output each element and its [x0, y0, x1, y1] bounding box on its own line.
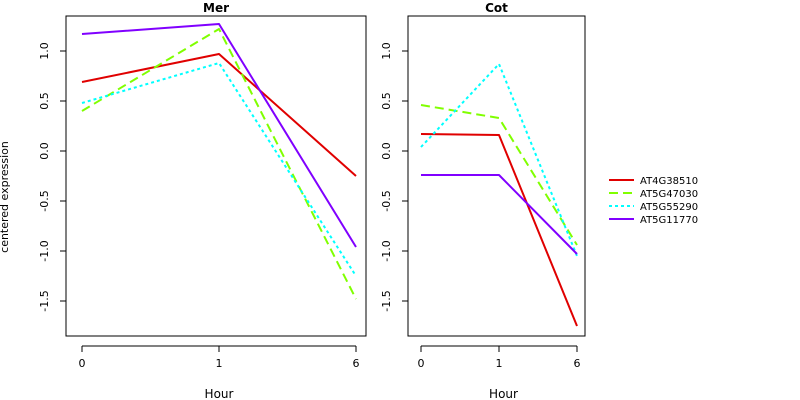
y-tick-label: 0.0 [380, 142, 393, 160]
x-tick-label: 0 [79, 357, 86, 370]
y-tick-label: 0.5 [380, 92, 393, 110]
series-line-at4g38510 [81, 53, 357, 177]
x-tick-label: 0 [418, 357, 425, 370]
y-tick-label: 0.0 [38, 142, 51, 160]
series-line-at5g55290 [420, 63, 578, 257]
x-tick-label: 6 [353, 357, 360, 370]
series-line-at5g11770 [421, 174, 578, 255]
x-axis-title: Hour [489, 387, 518, 400]
legend: AT4G38510 AT5G47030 AT5G55290 AT5G11770 [609, 176, 698, 226]
y-tick-label: -0.5 [380, 190, 393, 211]
x-tick-label: 1 [216, 357, 223, 370]
y-tick-label: 1.0 [380, 42, 393, 60]
y-tick-label: 1.0 [38, 42, 51, 60]
y-axis-title: centered expression [0, 141, 11, 253]
series-line-at4g38510 [420, 133, 578, 327]
panel-cot: Cot 1.0 0.5 0.0 -0.5 -1.0 -1.5 0 1 6 Hour [380, 1, 586, 400]
plot-frame [407, 15, 586, 337]
panel-mer: Mer 1.0 0.5 0.0 -0.5 -1.0 -1.5 0 1 6 Hour [38, 1, 367, 400]
panel-title: Mer [203, 1, 229, 15]
series-line-at5g55290 [81, 62, 357, 277]
series-line-at5g11770 [81, 23, 357, 248]
legend-label: AT5G55290 [640, 202, 698, 213]
legend-label: AT4G38510 [640, 176, 698, 187]
plot-frame [65, 15, 367, 337]
x-axis-title: Hour [205, 387, 234, 400]
y-tick-label: 0.5 [38, 92, 51, 110]
x-tick-label: 6 [574, 357, 581, 370]
series-line-at5g47030 [81, 28, 357, 300]
y-tick-label: -1.5 [380, 290, 393, 311]
y-tick-label: -1.0 [38, 240, 51, 261]
y-tick-label: -1.5 [38, 290, 51, 311]
legend-label: AT5G47030 [640, 189, 698, 200]
y-tick-label: -0.5 [38, 190, 51, 211]
legend-label: AT5G11770 [640, 215, 698, 226]
y-tick-label: -1.0 [380, 240, 393, 261]
x-tick-label: 1 [496, 357, 503, 370]
panel-title: Cot [485, 1, 508, 15]
